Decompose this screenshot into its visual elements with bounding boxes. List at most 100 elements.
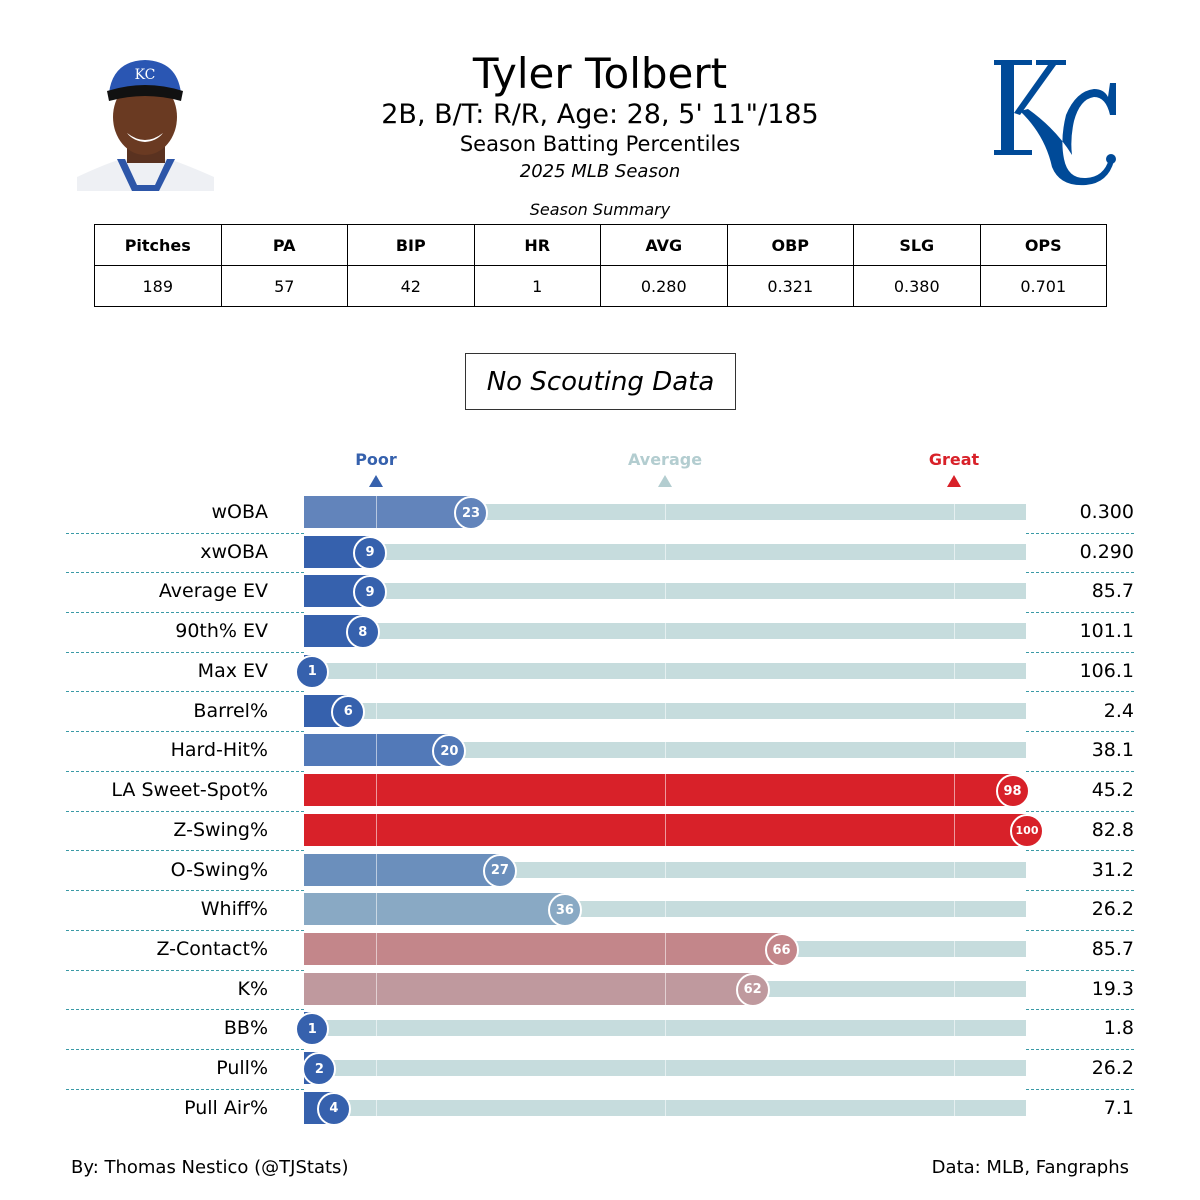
percentile-bubble: 36: [547, 893, 582, 928]
col-header-pitches: Pitches: [94, 224, 222, 266]
row-separator: [1026, 890, 1134, 892]
chart-row: LA Sweet-Spot% 98 45.2: [0, 770, 1200, 810]
player-name: Tyler Tolbert: [472, 49, 728, 98]
row-separator: [66, 532, 304, 534]
chart-row: Z-Contact% 66 85.7: [0, 929, 1200, 969]
cell-avg: 0.280: [600, 265, 728, 307]
gridline: [376, 972, 378, 1005]
summary-title: Season Summary: [529, 200, 671, 219]
percentile-bar: [304, 972, 752, 1005]
percentile-bubble: 98: [995, 774, 1030, 809]
row-separator: [66, 651, 304, 653]
row-separator: [1026, 572, 1134, 574]
gridline: [665, 972, 666, 1005]
gridline: [665, 813, 666, 846]
summary-header-row: Pitches PA BIP HR AVG OBP SLG OPS: [94, 224, 1107, 266]
kc-logo-icon: [994, 60, 1116, 186]
team-logo: [990, 55, 1120, 190]
chart-row: Pull% 2 26.2: [0, 1048, 1200, 1088]
legend-poor: Poor: [316, 450, 436, 487]
triangle-up-icon: [947, 475, 961, 487]
row-separator: [1026, 1048, 1134, 1050]
col-header-pa: PA: [220, 224, 348, 266]
metric-label: Pull%: [216, 1057, 268, 1080]
gridline: [953, 853, 955, 886]
row-separator: [66, 929, 304, 931]
gridline: [953, 575, 955, 608]
gridline: [953, 933, 955, 966]
metric-label: Z-Swing%: [173, 818, 268, 841]
cell-pitches: 189: [94, 265, 222, 307]
percentile-bar: [304, 496, 471, 528]
gridline: [953, 654, 955, 687]
gridline: [953, 1052, 955, 1085]
metric-value: 82.8: [1091, 818, 1134, 841]
gridline: [953, 496, 955, 528]
gridline: [376, 694, 378, 727]
row-separator: [66, 890, 304, 892]
gridline: [665, 694, 666, 727]
gridline: [953, 694, 955, 727]
chart-row: Barrel% 6 2.4: [0, 691, 1200, 731]
gridline: [376, 774, 378, 807]
chart-row: Z-Swing% 100 82.8: [0, 810, 1200, 850]
metric-label: O-Swing%: [170, 858, 268, 881]
metric-label: 90th% EV: [175, 620, 268, 643]
row-separator: [66, 1048, 304, 1050]
gridline: [953, 893, 955, 926]
gridline: [376, 893, 378, 926]
row-separator: [66, 850, 304, 852]
percentile-bubble: 66: [764, 933, 799, 968]
gridline: [665, 1052, 666, 1085]
percentile-bubble: 9: [352, 535, 387, 570]
percentile-bubble: 100: [1010, 813, 1044, 848]
percentile-bar: [304, 933, 781, 966]
row-separator: [66, 810, 304, 812]
metric-value: 1.8: [1103, 1017, 1134, 1040]
row-separator: [66, 611, 304, 613]
percentile-bubble: 1: [295, 1012, 330, 1047]
gridline: [376, 813, 378, 846]
metric-value: 101.1: [1079, 620, 1134, 643]
row-separator: [66, 969, 304, 971]
data-source: Data: MLB, Fangraphs: [931, 1157, 1129, 1178]
metric-label: xwOBA: [200, 540, 268, 563]
gridline: [665, 575, 666, 608]
row-separator: [66, 1088, 304, 1090]
row-separator: [66, 770, 304, 772]
metric-value: 0.290: [1079, 540, 1134, 563]
chart-row: 90th% EV 8 101.1: [0, 611, 1200, 651]
gridline: [953, 1012, 955, 1045]
percentile-bubble: 9: [352, 575, 387, 610]
row-separator: [1026, 969, 1134, 971]
chart-subtitle: Season Batting Percentiles: [459, 132, 741, 156]
metric-label: Max EV: [197, 659, 268, 682]
gridline: [953, 615, 955, 648]
gridline: [376, 1012, 378, 1045]
gridline: [665, 535, 666, 568]
col-header-avg: AVG: [600, 224, 728, 266]
player-bio: 2B, B/T: R/R, Age: 28, 5' 11"/185: [381, 99, 819, 130]
col-header-hr: HR: [473, 224, 601, 266]
triangle-up-icon: [658, 475, 672, 487]
cell-hr: 1: [473, 265, 601, 307]
percentile-bubble: 8: [345, 615, 380, 650]
gridline: [376, 853, 378, 886]
percentile-bubble: 1: [295, 654, 330, 689]
chart-row: Hard-Hit% 20 38.1: [0, 730, 1200, 770]
gridline: [376, 1052, 378, 1085]
row-separator: [66, 1009, 304, 1011]
row-separator: [1026, 691, 1134, 693]
legend-great-label: Great: [928, 450, 980, 469]
metric-label: wOBA: [211, 501, 268, 523]
player-headshot-icon: KC: [77, 60, 214, 191]
row-separator: [1026, 850, 1134, 852]
gridline: [376, 933, 378, 966]
percentile-bubble: 2: [302, 1052, 337, 1087]
metric-label: Pull Air%: [184, 1096, 268, 1119]
author-credit: By: Thomas Nestico (@TJStats): [71, 1157, 349, 1178]
summary-value-row: 189 57 42 1 0.280 0.321 0.380 0.701: [94, 265, 1107, 307]
cell-slg: 0.380: [853, 265, 981, 307]
col-header-bip: BIP: [347, 224, 475, 266]
row-separator: [1026, 929, 1134, 931]
